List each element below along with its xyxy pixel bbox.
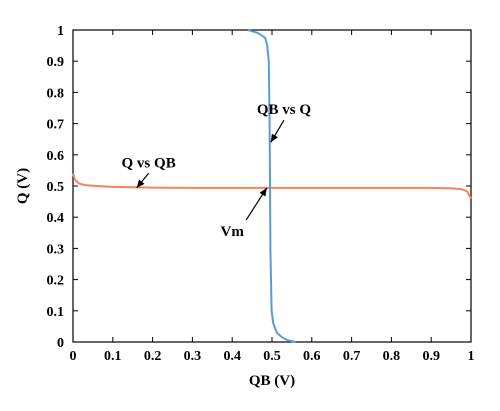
y-tick-label: 0.3 [47,242,65,257]
ticks: 0 0.1 0.2 0.3 0.4 0.5 0.6 0.7 0.8 0.9 1 0 0.1 0.2 0.3 0… [47,24,475,364]
y-tick-label: 0.7 [47,118,65,133]
y-tick-label: 0.6 [47,149,65,164]
y-tick-label: 0.8 [47,86,65,101]
annotation-label: QB vs Q [257,102,312,118]
series-2-line [247,29,297,343]
x-tick-label: 0.7 [343,349,361,364]
annotation-arrow-head [270,133,278,143]
x-tick-label: 0.9 [422,349,440,364]
y-tick-label: 0.5 [47,180,65,195]
annotation-arrow-head [136,179,145,188]
x-tick-label: 0.2 [144,349,162,364]
annotations: Q vs QB QB vs Q Vm [122,102,312,240]
annotation-arrow-head [259,187,267,197]
x-axis-label: QB (V) [249,373,295,389]
y-axis-label: Q (V) [15,168,31,204]
x-tick-label: 0.4 [223,349,241,364]
y-tick-label: 0.4 [47,211,65,226]
y-tick-label: 1 [57,24,64,39]
y-tick-label: 0 [57,336,64,351]
x-tick-label: 0.6 [303,349,321,364]
x-tick-label: 0.5 [263,349,281,364]
series-group [72,29,472,343]
series-1-line [72,173,472,199]
annotation-label: Q vs QB [122,155,176,171]
x-tick-label: 0.8 [383,349,401,364]
x-tick-label: 1 [468,349,475,364]
y-tick-label: 0.9 [47,55,65,70]
x-tick-label: 0.1 [104,349,122,364]
x-tick-label: 0 [70,349,77,364]
x-tick-label: 0.3 [184,349,202,364]
y-tick-label: 0.1 [47,305,65,320]
y-tick-label: 0.2 [47,274,65,289]
annotation-label: Vm [221,224,245,240]
